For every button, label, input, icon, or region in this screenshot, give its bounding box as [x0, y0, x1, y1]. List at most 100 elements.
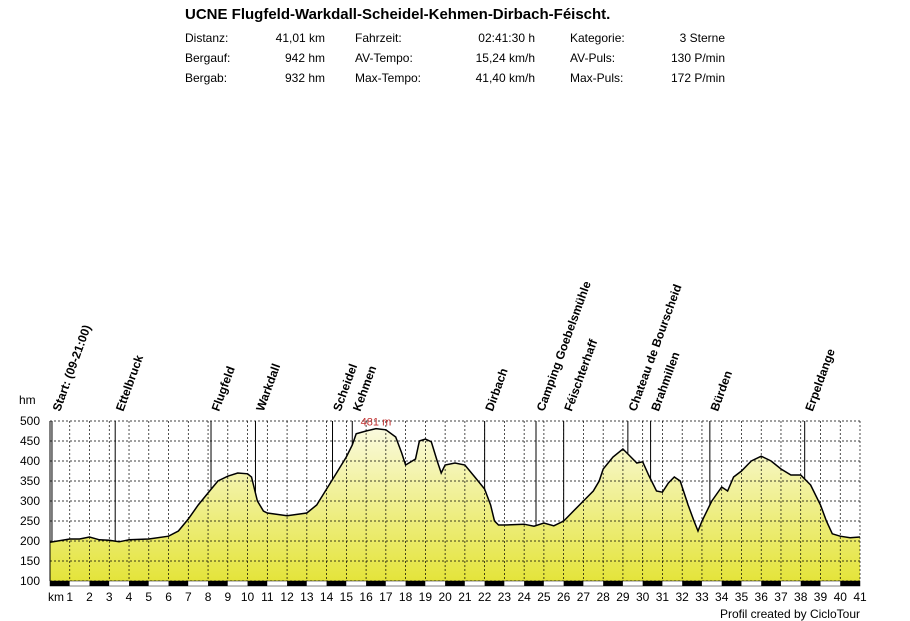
x-tick-label: 21 [458, 590, 472, 604]
stat-value: 942 hm [285, 51, 325, 65]
stat-value: 41,40 km/h [476, 71, 535, 85]
x-tick-label: 38 [794, 590, 808, 604]
km-stripe [800, 581, 821, 586]
x-tick-label: 26 [557, 590, 571, 604]
stat-label: Bergab: [185, 71, 227, 85]
stat-label: Max-Puls: [570, 71, 623, 85]
stat-value: 932 hm [285, 71, 325, 85]
y-axis-label: hm [19, 393, 36, 407]
peak-annotation: 481 m [361, 417, 392, 429]
x-tick-label: 6 [165, 590, 172, 604]
x-tick-label: 18 [399, 590, 413, 604]
km-stripe [682, 581, 702, 586]
km-stripe [366, 581, 386, 586]
y-tick-label: 350 [20, 474, 40, 488]
x-tick-label: 30 [636, 590, 650, 604]
km-stripe [168, 581, 189, 586]
chart-title: UCNE Flugfeld-Warkdall-Scheidel-Kehmen-D… [185, 6, 610, 23]
x-tick-label: 9 [224, 590, 231, 604]
waypoint-label: Ettelbruck [113, 353, 146, 413]
x-tick-label: 17 [379, 590, 393, 604]
x-tick-label: 37 [774, 590, 788, 604]
x-tick-label: 14 [320, 590, 334, 604]
km-stripe [385, 581, 406, 586]
profile-fill [50, 428, 860, 581]
x-tick-label: 12 [280, 590, 294, 604]
km-stripe [89, 581, 110, 586]
stat-value: 172 P/min [671, 71, 725, 85]
x-tick-label: 29 [616, 590, 630, 604]
km-stripe [701, 581, 722, 586]
km-stripe [642, 581, 663, 586]
x-tick-label: 5 [145, 590, 152, 604]
y-tick-label: 400 [20, 454, 40, 468]
km-stripe [563, 581, 584, 586]
km-stripe [622, 581, 643, 586]
x-tick-label: 7 [185, 590, 192, 604]
km-stripe [761, 581, 781, 586]
stat-label: Kategorie: [570, 31, 625, 45]
x-axis-label: km [48, 590, 64, 604]
x-tick-label: 40 [834, 590, 848, 604]
x-tick-label: 36 [755, 590, 769, 604]
waypoint-label: Bürden [708, 369, 736, 413]
km-stripe [820, 581, 841, 586]
x-tick-label: 28 [596, 590, 610, 604]
km-stripe [247, 581, 268, 586]
x-tick-label: 27 [577, 590, 591, 604]
km-stripe [504, 581, 525, 586]
km-stripe [741, 581, 762, 586]
km-stripe [721, 581, 742, 586]
stat-label: Bergauf: [185, 51, 230, 65]
km-stripe [603, 581, 623, 586]
stat-label: Max-Tempo: [355, 71, 421, 85]
x-tick-label: 25 [537, 590, 551, 604]
km-stripe [326, 581, 347, 586]
stat-label: Distanz: [185, 31, 228, 45]
profile-line [49, 427, 861, 543]
stat-value: 41,01 km [276, 31, 325, 45]
waypoint-label: Start: (09-21:00) [50, 323, 94, 413]
x-tick-label: 19 [419, 590, 433, 604]
km-stripe [445, 581, 465, 586]
km-stripe [208, 581, 228, 586]
x-tick-label: 33 [695, 590, 709, 604]
x-tick-label: 3 [106, 590, 113, 604]
y-tick-label: 250 [20, 514, 40, 528]
y-tick-label: 150 [20, 554, 40, 568]
km-stripe [227, 581, 248, 586]
stripe-frame [49, 580, 861, 587]
x-tick-label: 23 [498, 590, 512, 604]
y-tick-label: 200 [20, 534, 40, 548]
km-stripe [583, 581, 604, 586]
x-tick-label: 1 [66, 590, 73, 604]
x-tick-label: 22 [478, 590, 492, 604]
km-stripe [69, 581, 90, 586]
x-tick-label: 20 [438, 590, 452, 604]
x-tick-label: 2 [86, 590, 93, 604]
x-tick-label: 15 [340, 590, 354, 604]
x-tick-label: 4 [126, 590, 133, 604]
km-stripe [840, 581, 860, 586]
km-stripe [267, 581, 288, 586]
stat-label: AV-Puls: [570, 51, 615, 65]
stat-value: 3 Sterne [680, 31, 726, 45]
km-stripe [425, 581, 446, 586]
waypoint-label: Warkdall [253, 362, 283, 413]
x-tick-label: 11 [261, 590, 274, 604]
km-stripe [188, 581, 209, 586]
x-tick-label: 34 [715, 590, 729, 604]
km-stripe [524, 581, 544, 586]
km-stripe [148, 581, 169, 586]
footer: Profil created by CicloTour [720, 607, 860, 621]
waypoint-label: Dirbach [482, 366, 510, 413]
x-tick-label: 24 [517, 590, 531, 604]
km-stripe [50, 581, 70, 586]
x-tick-label: 41 [853, 590, 867, 604]
km-stripe [780, 581, 801, 586]
x-tick-label: 8 [205, 590, 212, 604]
y-tick-label: 500 [20, 414, 40, 428]
km-stripe [662, 581, 683, 586]
x-tick-label: 31 [656, 590, 670, 604]
